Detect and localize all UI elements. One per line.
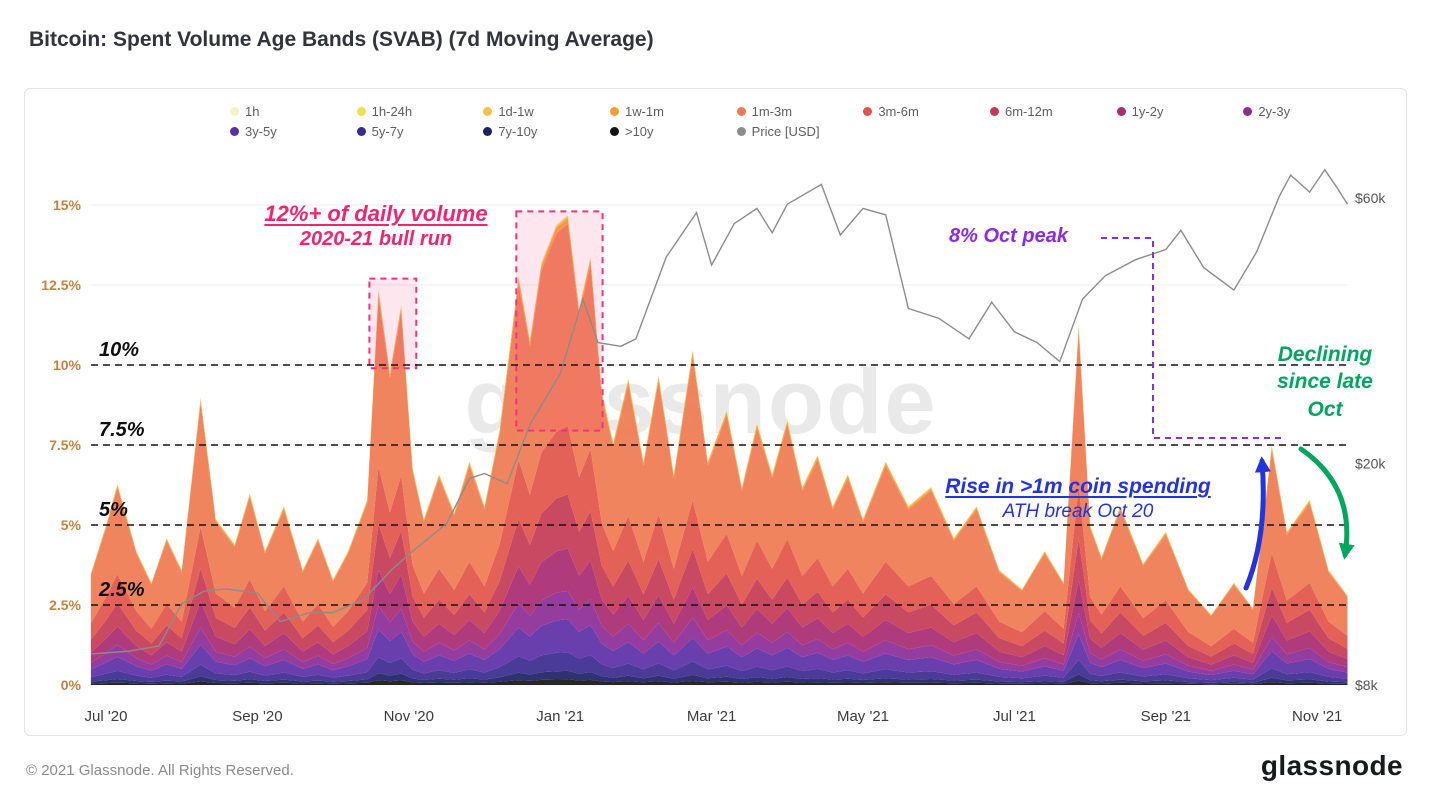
band-5y-7y (90, 652, 1348, 683)
legend-item[interactable]: 1y-2y (1116, 103, 1244, 120)
y-left-tick: 0% (61, 677, 82, 693)
oct-peak-connector (1101, 237, 1284, 439)
legend-label: >10y (624, 124, 654, 139)
legend-label: 3y-5y (245, 124, 277, 139)
y-right-tick: $8k (1355, 677, 1379, 693)
legend-item[interactable]: 5y-7y (356, 123, 484, 140)
legend-item[interactable]: >10y (609, 123, 737, 140)
legend-label: 1h-24h (371, 104, 413, 119)
legend-label: 3m-6m (878, 104, 919, 119)
x-axis-tick: Nov '21 (1292, 708, 1342, 725)
band->10y (90, 679, 1348, 685)
legend-dot (356, 127, 366, 136)
legend-dot (356, 107, 366, 116)
band-3y-5y (90, 619, 1348, 681)
legend-item[interactable]: 1m-3m (736, 103, 864, 120)
y-left-tick: 7.5% (49, 437, 81, 453)
x-axis-tick: Sep '21 (1141, 708, 1191, 725)
legend-label: Price [USD] (751, 124, 820, 139)
legend-label: 5y-7y (371, 124, 404, 139)
y-left-tick: 12.5% (41, 277, 81, 293)
x-axis-tick: Sep '20 (232, 708, 282, 725)
rise-arrow (1243, 456, 1271, 591)
legend-item[interactable]: 1h (230, 103, 357, 120)
y-left-tick: 2.5% (49, 597, 81, 613)
legend-label: 2y-3y (1258, 104, 1291, 119)
price-line (90, 168, 1349, 655)
band-1m-3m (90, 224, 1348, 647)
legend-item[interactable]: Price [USD] (736, 123, 864, 140)
copyright-text: © 2021 Glassnode. All Rights Reserved. (26, 762, 294, 779)
page-title: Bitcoin: Spent Volume Age Bands (SVAB) (… (29, 28, 654, 51)
legend-label: 7y-10y (498, 124, 538, 139)
legend-dot (1116, 107, 1126, 116)
legend-item[interactable]: 3m-6m (863, 103, 990, 120)
legend-dot (483, 107, 493, 116)
legend-item[interactable]: 3y-5y (230, 123, 357, 140)
legend-dot (609, 127, 619, 136)
legend-dot (863, 107, 873, 116)
y-right-tick: $20k (1355, 456, 1386, 472)
legend-label: 1y-2y (1131, 104, 1164, 119)
legend-item[interactable]: 6m-12m (989, 103, 1117, 120)
legend-dot (1243, 107, 1253, 116)
y-left-tick: 15% (53, 197, 82, 213)
x-axis-tick: Jul '21 (993, 708, 1036, 725)
legend-dot (736, 107, 746, 116)
legend-dot (230, 127, 239, 136)
highlight-box (515, 210, 604, 432)
y-left-tick: 10% (53, 357, 82, 373)
y-right-tick: $60k (1355, 190, 1386, 206)
legend-item[interactable]: 1d-1w (483, 103, 610, 120)
x-axis-tick: Nov '20 (384, 708, 434, 725)
highlight-box (368, 277, 418, 370)
declining-arrow (1298, 446, 1355, 560)
x-axis-tick: Jul '20 (85, 708, 128, 725)
legend-label: 1m-3m (751, 104, 793, 119)
chart-card: glassnode 0% 2.5% 5% 7.5% 10% 12.5% 15% $60k $20k… (24, 88, 1407, 736)
y-left-tick: 5% (61, 517, 82, 533)
legend-label: 1h (245, 104, 260, 119)
legend-label: 1w-1m (624, 104, 664, 119)
legend-item[interactable]: 7y-10y (483, 123, 610, 140)
legend-item[interactable]: 2y-3y (1243, 103, 1370, 120)
legend-dot (736, 127, 746, 136)
legend-dot (483, 127, 493, 136)
x-axis-tick: Jan '21 (536, 708, 584, 725)
legend-label: 1d-1w (498, 104, 534, 119)
legend-label: 6m-12m (1004, 104, 1053, 119)
legend-dot (609, 107, 619, 116)
band-7y-10y (90, 670, 1348, 685)
glassnode-logo: glassnode (1260, 750, 1403, 781)
chart-legend: 1h 1h-24h 1d-1w 1w-1m 1m-3m 3m-6m 6m-12m 1y-2y 2… (230, 103, 1370, 140)
legend-dot (989, 107, 999, 116)
legend-item[interactable]: 1w-1m (609, 103, 737, 120)
x-axis-tick: Mar '21 (687, 708, 737, 725)
x-axis-tick: May '21 (837, 708, 889, 725)
legend-item[interactable]: 1h-24h (356, 103, 484, 120)
legend-dot (230, 107, 239, 116)
